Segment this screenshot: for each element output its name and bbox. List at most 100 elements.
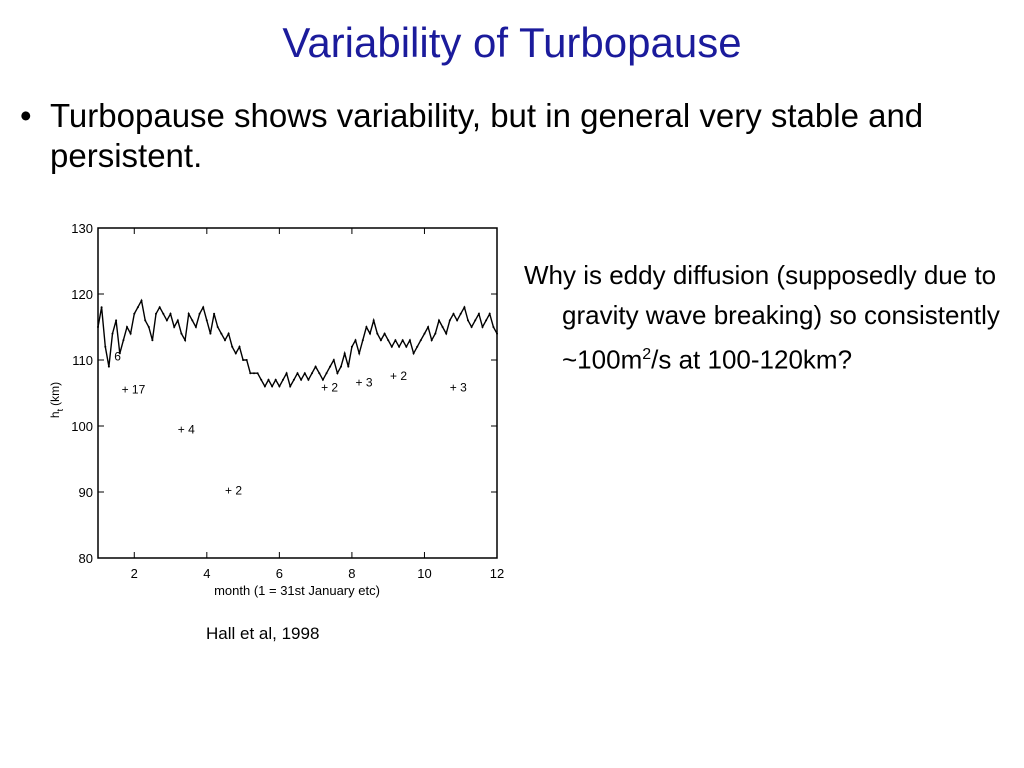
data-point [470, 326, 473, 328]
question-part-1: Why is eddy diffusion (supposedly due to… [524, 260, 1000, 375]
data-point [445, 332, 448, 335]
data-point [343, 352, 346, 355]
data-point [430, 339, 433, 342]
y-axis-label-sub: t [55, 408, 65, 411]
data-point [162, 312, 165, 315]
y-tick-label: 90 [79, 485, 93, 500]
data-point [434, 332, 437, 335]
data-point [260, 378, 263, 381]
citation-text: Hall et al, 1998 [206, 624, 320, 643]
data-point [274, 378, 277, 381]
data-point [282, 378, 284, 381]
data-point [111, 332, 114, 335]
data-point [267, 378, 270, 381]
data-point [220, 332, 223, 335]
x-tick-label: 4 [203, 566, 210, 581]
data-point [372, 319, 375, 322]
data-point [180, 332, 183, 335]
data-point [173, 326, 176, 328]
data-point [227, 332, 230, 335]
data-point [115, 319, 118, 322]
data-point [456, 319, 459, 322]
x-tick-label: 8 [348, 566, 355, 581]
data-point [140, 299, 143, 302]
data-point [318, 372, 321, 375]
y-tick-label: 120 [71, 287, 93, 302]
data-point [184, 339, 187, 342]
data-point [158, 306, 161, 309]
data-point [474, 319, 477, 322]
data-point [147, 326, 150, 328]
data-point [329, 365, 332, 368]
data-point [307, 378, 310, 381]
data-point [398, 345, 401, 348]
data-point [198, 312, 201, 315]
data-point [369, 332, 371, 335]
data-point [213, 312, 216, 315]
data-point [176, 319, 179, 322]
y-axis-label-unit: (km) [48, 382, 62, 406]
data-point [289, 385, 292, 388]
question-part-2: /s at 100-120km? [651, 344, 853, 375]
y-axis-label-main: h [48, 411, 62, 418]
data-point [216, 326, 219, 328]
data-point [336, 372, 339, 375]
data-point [492, 326, 495, 328]
data-point [401, 339, 404, 342]
data-point [358, 352, 361, 355]
data-point [387, 339, 390, 342]
data-point [107, 365, 110, 368]
data-point [361, 339, 364, 342]
x-tick-label: 2 [131, 566, 138, 581]
question-superscript: 2 [642, 346, 652, 363]
data-point [488, 312, 491, 315]
x-tick-label: 10 [417, 566, 431, 581]
y-tick-label: 130 [71, 221, 93, 236]
data-point [271, 385, 274, 388]
data-point [390, 345, 393, 348]
x-tick-label: 6 [276, 566, 283, 581]
data-point [278, 385, 281, 388]
annotation-label: + 2 [390, 369, 407, 383]
y-tick-label: 110 [72, 353, 93, 368]
data-point [285, 372, 288, 375]
x-tick-label: 12 [490, 566, 504, 581]
slide-title: Variability of Turbopause [282, 19, 742, 66]
plot-frame [97, 227, 498, 559]
data-point [300, 378, 303, 381]
data-point [133, 312, 136, 315]
annotation-label: + 3 [450, 381, 467, 395]
annotation-label: + 2 [225, 484, 242, 498]
bullet-glyph: • [20, 97, 32, 134]
data-point [245, 359, 248, 361]
data-point [303, 372, 306, 375]
data-point [187, 312, 190, 315]
turbopause-chart: 2 4 6 8 10 12 80 90 100 110 120 130 6 + 17 + 4 + 2 + 2 +… [48, 221, 504, 598]
data-point [136, 306, 139, 309]
data-point [416, 345, 419, 348]
data-point [350, 345, 353, 348]
data-point [234, 352, 237, 355]
question-text: Why is eddy diffusion (supposedly due to… [524, 255, 1014, 380]
annotation-label: + 2 [321, 381, 338, 395]
axis-ticks: 2 4 6 8 10 12 80 90 100 110 120 130 [71, 221, 504, 581]
data-point [191, 319, 194, 322]
data-point [144, 319, 147, 322]
data-point [332, 359, 335, 361]
data-point [448, 319, 451, 322]
y-axis-label: ht (km) [48, 382, 65, 418]
data-point [169, 312, 172, 315]
data-point [100, 306, 103, 309]
data-point [405, 345, 408, 348]
data-point [151, 339, 154, 342]
data-point [467, 319, 469, 322]
data-point [253, 372, 255, 375]
data-point [256, 372, 259, 375]
data-point [354, 339, 357, 342]
x-axis-label: month (1 = 31st January etc) [214, 583, 380, 598]
data-point [311, 372, 313, 375]
data-point [459, 312, 462, 315]
data-point [231, 345, 234, 348]
data-point [365, 326, 368, 328]
data-point [129, 332, 132, 335]
